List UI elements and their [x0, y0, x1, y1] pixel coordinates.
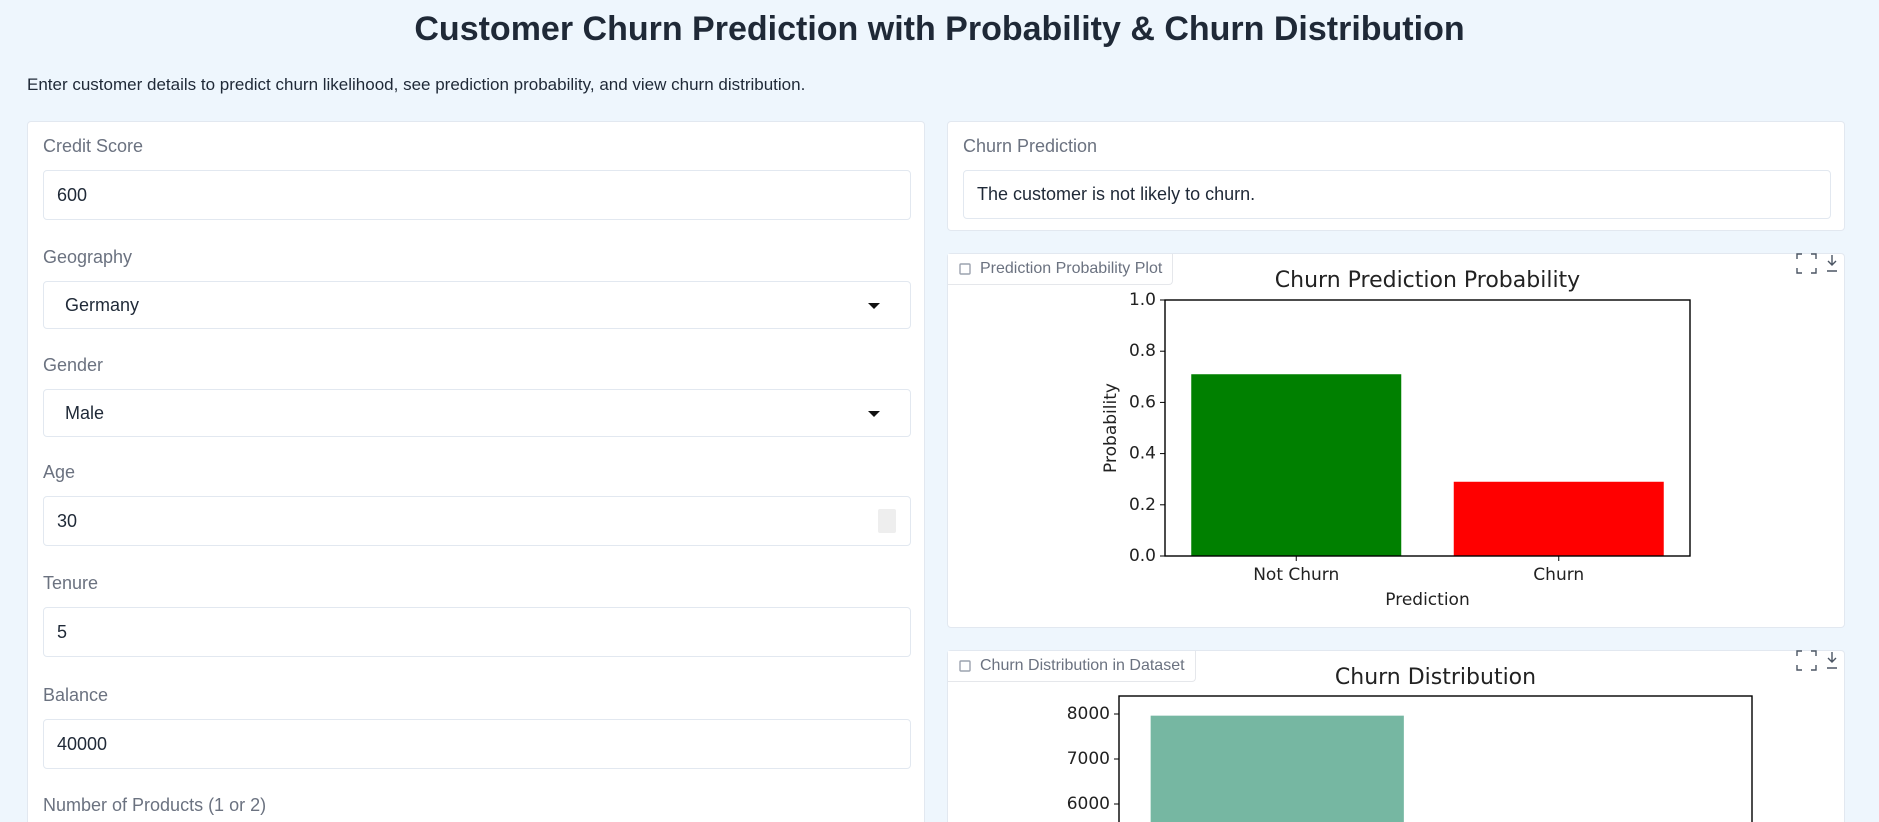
y-tick-label: 0.4: [1129, 444, 1156, 464]
axes-frame: [1164, 299, 1691, 557]
y-tick-label: 1.0: [1129, 290, 1156, 310]
page-title: Customer Churn Prediction with Probabili…: [414, 10, 1465, 48]
input-box[interactable]: 30: [43, 496, 911, 546]
input-box[interactable]: 600: [43, 170, 911, 220]
field-label: Age: [43, 462, 76, 482]
field-label: Gender: [43, 355, 104, 375]
bar: [1191, 374, 1402, 556]
image-icon: [959, 660, 971, 672]
x-axis-label: Prediction: [1385, 590, 1469, 610]
y-tick-label: 6000: [1067, 794, 1110, 814]
x-tick-label: Churn: [1533, 565, 1584, 585]
fullscreen-button[interactable]: [1796, 253, 1817, 274]
prediction-output: The customer is not likely to churn.: [963, 170, 1831, 219]
dropdown[interactable]: Male: [43, 389, 911, 437]
input-box[interactable]: 40000: [43, 719, 911, 769]
fullscreen-button[interactable]: [1796, 650, 1817, 671]
y-tick-label: 7000: [1067, 749, 1110, 769]
axes-frame: [1118, 695, 1753, 822]
download-button[interactable]: [1827, 255, 1837, 272]
bar: [1150, 715, 1404, 822]
dropdown[interactable]: Germany: [43, 281, 911, 329]
bar: [1453, 481, 1664, 556]
y-tick-label: 0.8: [1129, 341, 1156, 361]
dropdown-arrow: [868, 303, 880, 309]
plot-label: Prediction Probability Plot: [948, 254, 1174, 285]
chart-title: Churn Prediction Probability: [1275, 268, 1580, 293]
plot-label: Churn Distribution in Dataset: [948, 651, 1196, 682]
dropdown-arrow: [868, 411, 880, 417]
y-tick-label: 0.6: [1129, 392, 1156, 412]
field-value: 600: [57, 184, 88, 205]
field-value: Germany: [65, 294, 140, 315]
chart-title: Churn Distribution: [1335, 665, 1536, 690]
y-tick-label: 8000: [1067, 704, 1110, 724]
field-label: Credit Score: [43, 136, 144, 156]
prediction-panel: Churn Prediction The customer is not lik…: [947, 121, 1845, 231]
field-label: Geography: [43, 247, 133, 267]
y-tick-label: 0.2: [1129, 495, 1156, 515]
y-axis-label: Probability: [1101, 383, 1121, 473]
field-label: Tenure: [43, 573, 99, 593]
prediction-label: Churn Prediction: [963, 136, 1098, 156]
field-value: Male: [65, 402, 105, 423]
field-value: 30: [57, 510, 78, 531]
x-tick-label: Not Churn: [1253, 565, 1339, 585]
input-panel: Credit Score 600 Geography Germany Gender Mal…: [27, 121, 925, 822]
download-button[interactable]: [1827, 652, 1837, 669]
image-icon: [959, 263, 971, 275]
field-value: 5: [57, 621, 68, 642]
y-tick-label: 0.0: [1129, 546, 1156, 566]
field-label: Number of Products (1 or 2): [43, 795, 267, 815]
field-value: 40000: [57, 733, 108, 754]
input-box[interactable]: 5: [43, 607, 911, 657]
field-label: Balance: [43, 685, 109, 705]
description: Enter customer details to predict churn …: [27, 75, 806, 94]
spinner: [878, 509, 896, 533]
